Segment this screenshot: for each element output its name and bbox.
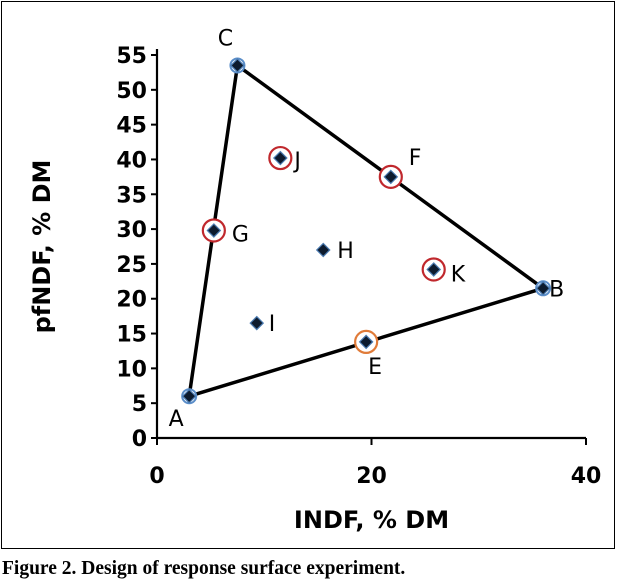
y-axis-label: pfNDF, % DM [28,160,56,334]
x-axis-label: INDF, % DM [294,506,449,534]
y-tick-label: 30 [116,218,147,243]
point-label: G [232,222,249,247]
data-point [206,223,222,238]
point-label: F [409,146,422,171]
data-point [249,315,265,331]
y-tick-label: 55 [116,44,147,69]
y-tick-label: 20 [116,288,147,313]
data-point [383,169,399,185]
data-point [358,334,374,350]
y-tick-label: 35 [116,183,147,208]
y-tick-label: 50 [116,79,147,104]
x-tick-label: 0 [149,464,164,489]
point-label: H [337,239,354,264]
point-label: C [218,26,233,51]
y-tick-label: 40 [116,148,147,173]
triangle-design-chart: 0 5 10 15 20 25 30 35 40 45 50 55 0 20 40 INDF, % DM pfN… [28,26,602,534]
figure-caption: Figure 2. Design of response surface exp… [2,558,406,579]
data-point [230,58,245,73]
point-label: B [549,277,564,302]
y-tick-label: 10 [116,357,147,382]
y-tick-label: 5 [132,392,147,417]
point-label: A [169,407,184,432]
y-tick-label: 0 [132,427,147,452]
point-label: I [269,312,276,337]
y-tick-label: 15 [116,323,147,348]
data-point [315,242,331,258]
figure-frame: 0 5 10 15 20 25 30 35 40 45 50 55 0 20 40 INDF, % DM pfN… [1,1,615,549]
point-label: J [292,149,301,174]
data-point [535,280,551,296]
data-point [181,388,197,404]
data-point [426,262,442,277]
point-label: E [368,355,382,380]
y-tick-label: 45 [116,114,147,139]
y-tick-label: 25 [116,253,147,278]
x-tick-label: 40 [571,464,602,489]
x-tick-label: 20 [356,464,387,489]
point-label: K [451,262,466,287]
data-point [272,150,288,166]
